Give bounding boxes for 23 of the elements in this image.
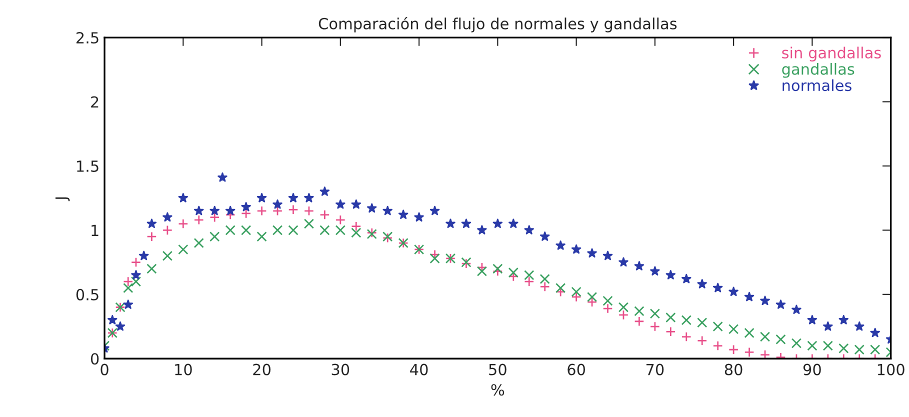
x-tick-label: 50 (489, 364, 506, 376)
legend-label: normales (782, 79, 852, 92)
y-tick-label: 1 (92, 224, 98, 236)
legend-label: gandallas (782, 63, 854, 78)
y-tick-label: 2 (91, 96, 98, 108)
x-tick-label: 0 (100, 364, 108, 376)
x-tick-label: 20 (253, 364, 270, 376)
y-tick-label: 0.5 (76, 288, 98, 300)
y-tick-label: 1.5 (77, 160, 98, 172)
chart-title: Comparación del flujo de normales y gandallas (318, 16, 677, 32)
y-tick-label: 2.5 (76, 32, 98, 44)
x-tick-label: 40 (410, 364, 428, 376)
x-tick-label: 10 (175, 364, 192, 376)
x-axis-title: % (491, 384, 504, 396)
x-tick-label: 90 (803, 364, 821, 376)
x-tick-label: 70 (646, 364, 664, 376)
x-tick-label: 30 (332, 364, 350, 376)
legend-label: sin gandallas (782, 46, 881, 62)
x-tick-label: 80 (724, 364, 742, 376)
y-axis-title: J (56, 197, 70, 202)
x-tick-label: 60 (568, 364, 586, 376)
x-tick-label: 100 (878, 364, 904, 376)
y-tick-label: 0 (90, 353, 99, 365)
